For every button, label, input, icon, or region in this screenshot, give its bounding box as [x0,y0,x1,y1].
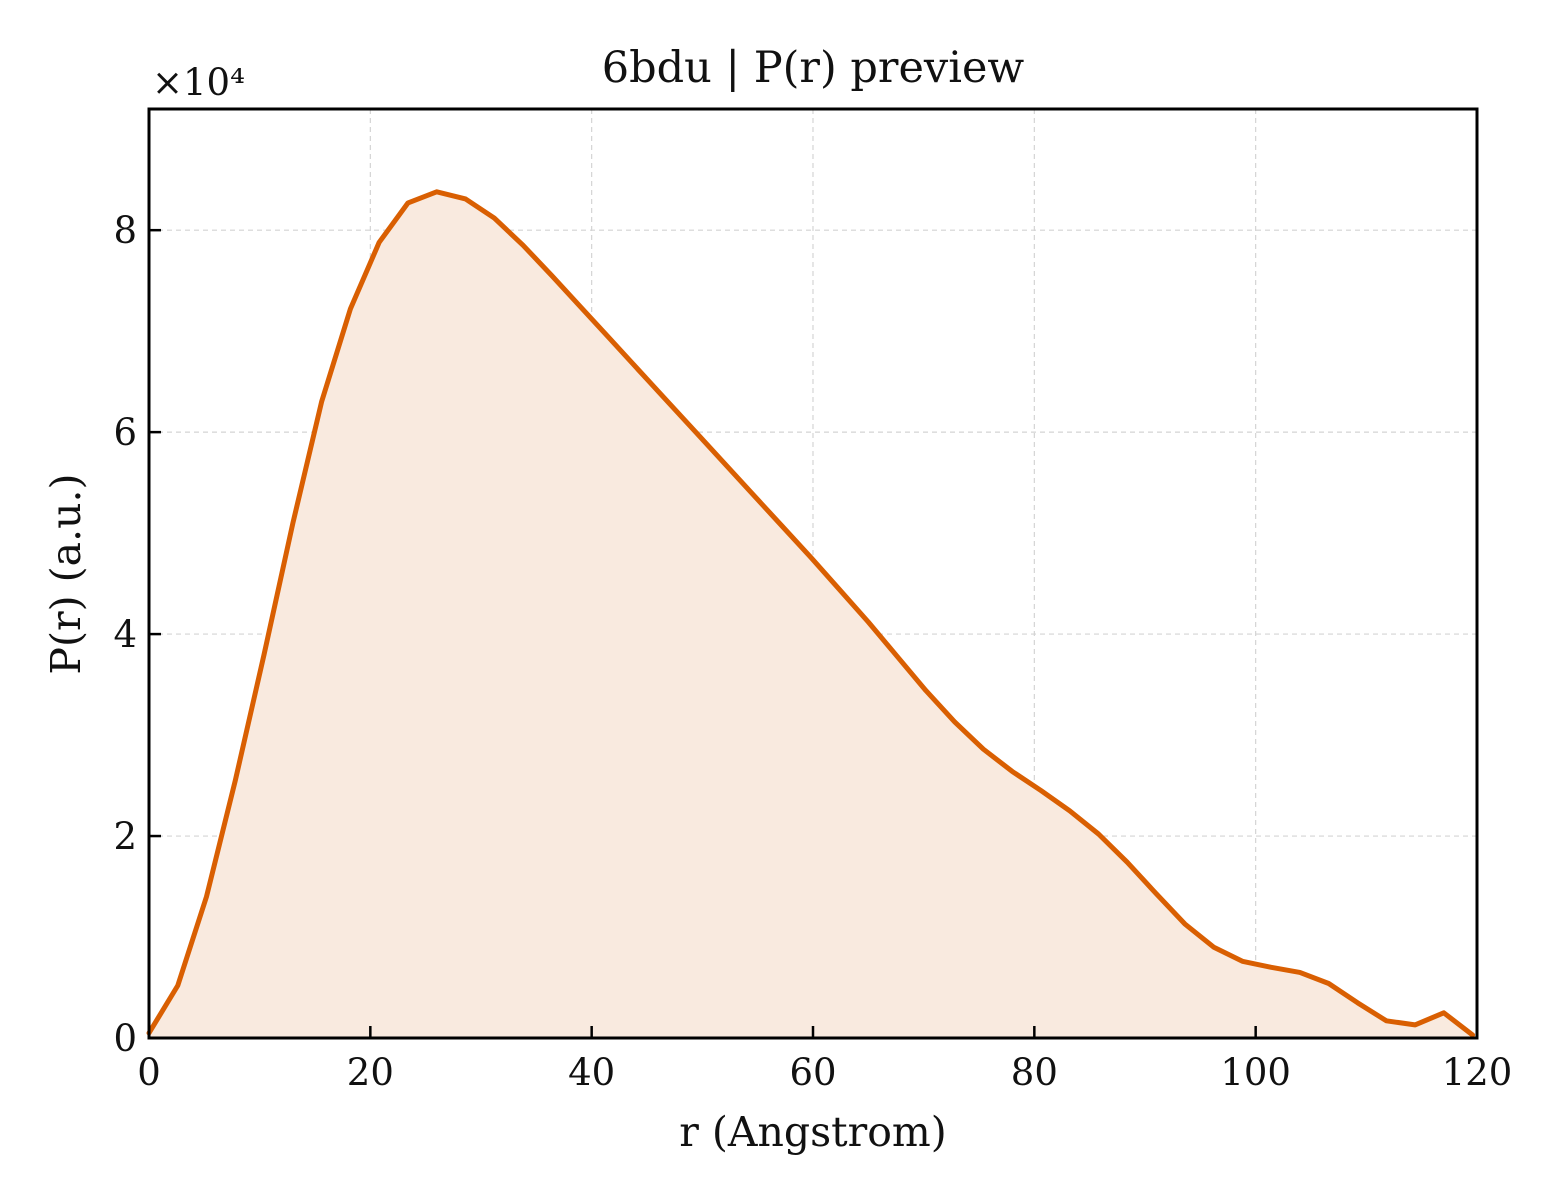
y-tick-label: 2 [113,815,137,858]
pr-curve-line [146,189,1476,1038]
y-tick-label: 6 [113,411,137,454]
chart-title: 6bdu | P(r) preview [602,43,1025,93]
x-tick-label: 60 [789,1051,836,1094]
y-tick-label: 0 [113,1017,137,1060]
axes-frame [147,107,1479,1040]
y-axis-label: P(r) (a.u.) [42,473,90,674]
pr-area-fill [149,191,1473,1039]
x-tick-label: 40 [568,1051,615,1094]
axis-ticks: 0 20 40 60 80 100 120 0 2 4 6 8 [113,209,1512,1094]
x-axis-label: r (Angstrom) [679,1108,947,1156]
y-axis-scale-factor: ×10⁴ [152,61,245,104]
plot-area [146,189,1476,1039]
x-tick-label: 100 [1220,1051,1291,1094]
x-tick-label: 20 [347,1051,394,1094]
y-tick-label: 4 [113,613,137,656]
x-tick-label: 80 [1011,1051,1058,1094]
y-tick-label: 8 [113,209,137,252]
x-tick-label: 0 [137,1051,161,1094]
x-tick-label: 120 [1442,1051,1513,1094]
